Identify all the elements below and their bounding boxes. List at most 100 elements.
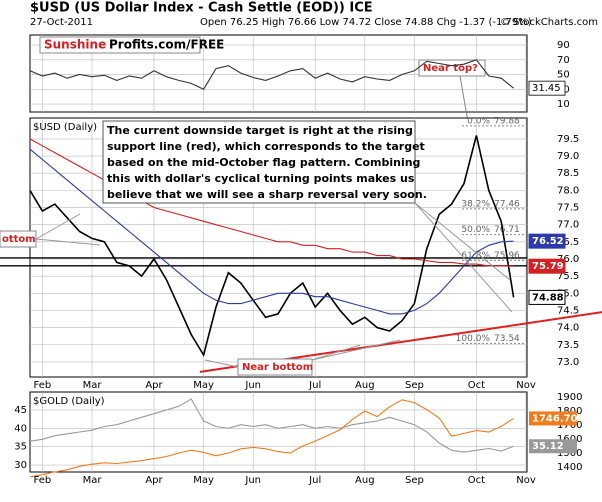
price-badge: [528, 258, 566, 274]
x-tick-label: Feb: [34, 380, 52, 391]
fib-value: 77.46: [494, 199, 520, 209]
credit: © StockCharts.com: [500, 17, 598, 28]
x-tick-label: Nov: [516, 475, 536, 486]
brand: Sunshine: [44, 38, 106, 52]
fib-pct: 50.0%: [461, 225, 490, 235]
series-line: [29, 148, 514, 315]
y-tick-label: 35: [14, 442, 27, 453]
x-tick-label: Feb: [34, 475, 52, 486]
x-tick-label: Sep: [405, 380, 424, 391]
y-tick-label: 76.5: [557, 237, 579, 248]
x-tick-label: Oct: [468, 380, 485, 391]
y-tick-label: 77.0: [557, 220, 579, 231]
x-tick-label: Sep: [405, 475, 424, 486]
y-tick-label: 77.5: [557, 203, 579, 214]
y-tick-label: 74.5: [557, 305, 579, 316]
fib-pct: 100.0%: [456, 334, 491, 344]
fib-value: 73.54: [494, 334, 520, 344]
y-tick-label: 90: [557, 40, 570, 51]
pointer: [414, 202, 513, 313]
brand: Profits.com/FREE: [109, 38, 224, 52]
note-line: based on the mid-October flag pattern. C…: [107, 156, 420, 169]
y-tick-label: 73.5: [557, 340, 579, 351]
y-tick-label: 30: [14, 460, 27, 471]
pointer: [311, 344, 361, 361]
x-tick-label: May: [193, 475, 214, 486]
x-tick-label: Jul: [308, 380, 321, 391]
last-value-label: 35.12: [532, 441, 564, 452]
last-value-label: 31.45: [532, 83, 561, 94]
y-tick-label: 70: [557, 55, 570, 66]
brand-box: [39, 36, 201, 54]
fib-pct: 38.2%: [461, 199, 490, 209]
y-tick-label: 76.0: [557, 254, 579, 265]
y2-tick-label: 1900: [557, 392, 582, 403]
price-label: 76.52: [532, 236, 564, 247]
date: 27-Oct-2011: [30, 17, 93, 28]
pointer: [311, 339, 401, 361]
y2-tick-label: 1500: [557, 448, 582, 459]
x-tick-label: May: [193, 380, 214, 391]
pointer: [204, 359, 239, 368]
chart-title: $USD (US Dollar Index - Cash Settle (EOD…: [30, 1, 373, 16]
y-tick-label: 73.0: [557, 357, 579, 368]
x-tick-label: Apr: [145, 380, 163, 391]
quote: Open 76.25 High 76.66 Low 74.72 Close 74…: [200, 17, 532, 28]
last-value-badge: [529, 411, 577, 426]
price-label: 74.88: [532, 292, 564, 303]
note-line: support line (red), which corresponds to…: [107, 140, 425, 153]
price-label: 75.79: [532, 261, 564, 272]
y-tick-label: 45: [14, 405, 27, 416]
x-tick-label: Aug: [355, 380, 375, 391]
y-tick-label: 78.5: [557, 168, 579, 179]
y-tick-label: 75.5: [557, 271, 579, 282]
pointer: [459, 75, 469, 123]
y-tick-label: 50: [557, 70, 570, 81]
fib-pct: 0.0%: [467, 116, 490, 126]
y-tick-label: 79.0: [557, 151, 579, 162]
x-tick-label: Jun: [244, 475, 261, 486]
pointer: [35, 238, 101, 246]
y-tick-label: 74.0: [557, 323, 579, 334]
x-tick-label: Oct: [468, 475, 485, 486]
fib-value: 76.71: [494, 225, 520, 235]
y-tick-label: 75.0: [557, 288, 579, 299]
x-tick-label: Mar: [83, 380, 103, 391]
note-line: this with dollar's cyclical turning poin…: [107, 172, 415, 185]
fib-value: 79.88: [494, 116, 520, 126]
y-tick-label: 78.0: [557, 185, 579, 196]
annotation: Near bottom: [242, 362, 313, 373]
x-tick-label: Jul: [308, 475, 321, 486]
y-tick-label: 40: [14, 423, 27, 434]
y2-tick-label: 1700: [557, 420, 582, 431]
x-tick-label: Nov: [516, 380, 536, 391]
annotation: Near top?: [423, 63, 478, 74]
price-badge: [528, 289, 566, 305]
y2-tick-label: 1400: [557, 462, 582, 473]
annotation: ottom: [2, 234, 36, 245]
x-tick-label: Apr: [145, 475, 163, 486]
last-value-badge: [528, 80, 566, 96]
panel-frame: [29, 391, 528, 473]
series-line: [29, 399, 514, 478]
y-tick-label: 10: [557, 99, 570, 110]
note-line: The current downside target is right at …: [107, 124, 413, 137]
x-tick-label: Mar: [83, 475, 103, 486]
x-tick-label: Jun: [244, 380, 261, 391]
panel-title: $GOLD (Daily): [33, 396, 105, 407]
note-box: [102, 120, 416, 204]
series-line: [29, 135, 515, 358]
last-value-label: 1746.70: [532, 413, 578, 424]
fib-pct: 61.8%: [461, 251, 490, 261]
x-tick-label: Aug: [355, 475, 375, 486]
pointer: [35, 213, 81, 240]
last-value-badge: [529, 439, 577, 454]
series-line: [29, 398, 514, 453]
note-line: believe that we will see a sharp reversa…: [107, 188, 427, 201]
pointer: [414, 202, 511, 281]
series-line: [29, 59, 514, 91]
price-badge: [528, 233, 566, 249]
y-tick-label: 79.5: [557, 134, 579, 145]
panel-title: $USD (Daily): [33, 122, 97, 133]
